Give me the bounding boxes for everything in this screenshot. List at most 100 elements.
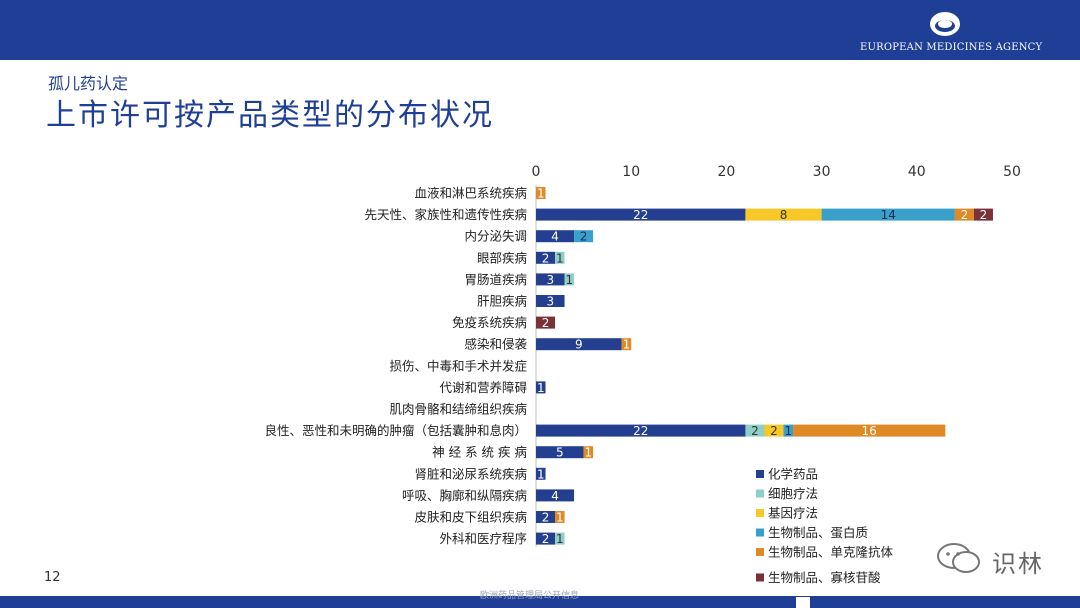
category-label: 肌肉骨骼和结缔组织疾病 xyxy=(389,402,527,417)
bar-segment xyxy=(564,273,575,286)
bar-segment xyxy=(536,295,565,307)
data-label: 3 xyxy=(546,273,554,287)
data-label: 2 xyxy=(542,316,550,330)
data-label: 3 xyxy=(546,295,554,309)
data-label: 1 xyxy=(585,446,593,460)
bar-segment xyxy=(783,424,794,437)
data-label: 14 xyxy=(881,208,896,222)
category-label: 内分泌失调 xyxy=(464,229,527,244)
legend-swatch xyxy=(756,489,764,498)
data-label: 1 xyxy=(537,467,545,481)
category-label: 肾脏和泌尿系统疾病 xyxy=(414,466,527,481)
bar-segment xyxy=(536,489,575,502)
bar-segment xyxy=(583,446,594,459)
bar-segment xyxy=(536,467,546,480)
legend-label: 基因疗法 xyxy=(768,506,818,521)
wechat-icon xyxy=(937,543,980,573)
slide-subtitle: 孤儿药认定 xyxy=(48,74,129,93)
legend-label: 细胞疗法 xyxy=(768,486,818,501)
bar-segment xyxy=(536,511,556,523)
data-label: 5 xyxy=(556,446,564,460)
data-label: 2 xyxy=(542,511,550,525)
bar-segment xyxy=(745,424,765,437)
category-label: 免疫系统疾病 xyxy=(452,315,527,330)
bar-segment xyxy=(536,424,746,437)
bar-segment xyxy=(536,381,546,394)
legend-swatch xyxy=(756,548,764,556)
x-tick-label: 0 xyxy=(532,164,541,180)
x-tick-label: 40 xyxy=(908,164,926,180)
bar-segment xyxy=(574,230,594,243)
footer-bar xyxy=(0,596,1080,608)
legend-swatch xyxy=(756,470,764,478)
agency-name: EUROPEAN MEDICINES AGENCY xyxy=(860,42,1043,53)
bar-segment xyxy=(621,338,632,351)
data-label: 2 xyxy=(751,424,759,438)
legend-label: 生物制品、寡核苷酸 xyxy=(768,570,881,585)
watermark-text: 识林 xyxy=(992,550,1044,578)
data-label: 22 xyxy=(633,208,648,222)
data-label: 1 xyxy=(537,187,545,201)
data-label: 8 xyxy=(780,208,788,222)
data-label: 1 xyxy=(537,381,545,395)
x-tick-label: 20 xyxy=(717,164,735,180)
bar-segment xyxy=(536,251,556,264)
data-label: 2 xyxy=(580,230,588,244)
bar-segment xyxy=(536,273,565,286)
slide-title: 上市许可按产品类型的分布状况 xyxy=(46,98,494,133)
data-label: 9 xyxy=(575,338,583,352)
legend-label: 化学药品 xyxy=(768,467,818,482)
bar-segment xyxy=(821,208,955,221)
category-label: 皮肤和皮下组织疾病 xyxy=(414,510,527,525)
data-label: 2 xyxy=(542,532,550,546)
data-label: 1 xyxy=(556,511,564,525)
header-bar: EUROPEAN MEDICINES AGENCY xyxy=(0,0,1080,60)
legend-swatch xyxy=(756,509,764,517)
data-label: 1 xyxy=(623,338,631,352)
bar-segment xyxy=(745,208,822,221)
bar-segment xyxy=(536,208,746,221)
bar-segment xyxy=(555,511,565,523)
bar-segment xyxy=(536,446,584,459)
bar-segment xyxy=(536,230,575,243)
agency-emblem-icon xyxy=(930,12,960,36)
category-label: 良性、恶性和未明确的肿瘤（包括囊肿和息肉） xyxy=(264,423,527,438)
category-label: 血液和淋巴系统疾病 xyxy=(414,186,527,201)
data-label: 2 xyxy=(961,208,969,222)
x-tick-label: 50 xyxy=(1003,164,1021,180)
legend-label: 生物制品、单克隆抗体 xyxy=(768,545,894,560)
legend-swatch xyxy=(756,573,764,582)
data-label: 16 xyxy=(862,424,877,438)
data-label: 2 xyxy=(770,424,778,438)
bar-segment xyxy=(536,532,556,545)
bar-segment xyxy=(973,208,993,221)
x-tick-label: 30 xyxy=(813,164,831,180)
x-tick-label: 10 xyxy=(622,164,640,180)
category-label: 先天性、家族性和遗传性疾病 xyxy=(364,207,527,222)
data-label: 4 xyxy=(551,489,559,503)
data-label: 2 xyxy=(542,251,550,265)
bar-segment xyxy=(793,424,946,437)
data-label: 2 xyxy=(980,208,988,222)
bar-segment xyxy=(954,208,974,221)
footer-note: 欧洲药品管理局公开信息 xyxy=(480,591,580,601)
category-label: 神 经 系 统 疾 病 xyxy=(432,445,527,460)
footer-marker xyxy=(796,597,810,608)
data-label: 4 xyxy=(551,230,559,244)
bar-segment xyxy=(764,424,784,437)
category-label: 胃肠道疾病 xyxy=(464,272,527,287)
data-label: 1 xyxy=(565,273,573,287)
data-label: 1 xyxy=(556,251,564,265)
category-label: 代谢和营养障碍 xyxy=(439,380,527,395)
data-label: 1 xyxy=(784,424,792,438)
bar-segment xyxy=(536,187,546,199)
page-number: 12 xyxy=(44,570,61,585)
bar-segment xyxy=(555,532,565,545)
data-label: 22 xyxy=(633,424,648,438)
bar-segment xyxy=(536,338,622,351)
bar-segment xyxy=(555,251,565,264)
agency-logo: EUROPEAN MEDICINES AGENCY xyxy=(860,6,1043,56)
data-label: 1 xyxy=(556,532,564,546)
category-label: 损伤、中毒和手术并发症 xyxy=(389,358,527,373)
